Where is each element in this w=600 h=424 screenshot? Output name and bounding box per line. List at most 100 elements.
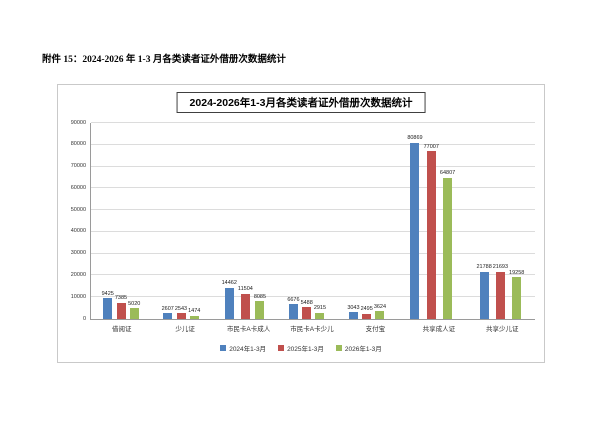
bar xyxy=(375,311,385,319)
y-tick-label: 40000 xyxy=(70,228,86,235)
bar-column: 6676 xyxy=(287,123,300,319)
bar xyxy=(240,293,250,319)
bar-group: 21788 21693 19258 xyxy=(476,123,525,319)
bar xyxy=(362,313,372,319)
bar-value-label: 9425 xyxy=(101,290,114,297)
bar-column: 21693 xyxy=(493,123,508,319)
legend-swatch xyxy=(220,345,227,351)
bar xyxy=(410,142,420,319)
legend-label: 2026年1-3月 xyxy=(344,346,382,353)
bar-column: 5020 xyxy=(128,123,140,319)
legend-item: 2025年1-3月 xyxy=(278,343,324,353)
chart-container: 2024-2026年1-3月各类读者证外借册次数据统计 0 10000 20000 3… xyxy=(57,84,545,363)
bar-value-label: 2607 xyxy=(161,305,174,312)
bar-value-label: 77007 xyxy=(423,143,439,150)
bar-column: 1474 xyxy=(188,123,200,319)
grid-line xyxy=(91,143,535,145)
bar-value-label: 3043 xyxy=(347,304,360,311)
grid-line xyxy=(91,165,535,167)
bar-value-label: 8085 xyxy=(253,293,267,300)
legend-label: 2025年1-3月 xyxy=(287,346,324,353)
bar-column: 7385 xyxy=(115,123,127,319)
bar-column: 2543 xyxy=(175,123,187,319)
bar-group: 6676 5488 2915 xyxy=(287,123,327,319)
chart-title: 2024-2026年1-3月各类读者证外借册次数据统计 xyxy=(176,92,426,113)
bar-value-label: 21693 xyxy=(492,264,509,271)
bar-value-label: 19258 xyxy=(509,269,525,276)
legend-item: 2026年1-3月 xyxy=(335,343,382,353)
bar xyxy=(479,271,489,319)
y-tick-label: 60000 xyxy=(70,184,86,191)
bar-group: 80869 77007 64807 xyxy=(407,123,456,319)
bar-value-label: 7385 xyxy=(114,295,128,302)
bar xyxy=(426,151,436,319)
bar-column: 8085 xyxy=(254,123,266,319)
bar xyxy=(443,177,453,319)
y-axis-labels: 0 10000 20000 30000 40000 50000 60000 70000 8000… xyxy=(60,119,88,322)
bar xyxy=(176,313,186,319)
category-label: 借阅证 xyxy=(111,326,132,333)
bar-group: 9425 7385 5020 xyxy=(101,123,141,319)
y-tick-label: 80000 xyxy=(70,141,86,148)
bar xyxy=(189,315,199,319)
bar-column: 21788 xyxy=(476,123,492,319)
bar-value-label: 6676 xyxy=(287,296,300,303)
category-label: 共享成人证 xyxy=(422,326,456,333)
bar xyxy=(288,304,298,319)
category-label: 市民卡A卡少儿 xyxy=(290,326,334,333)
bar-group: 2607 2543 1474 xyxy=(161,123,201,319)
bar-value-label: 2915 xyxy=(313,305,327,312)
bar-column: 9425 xyxy=(102,123,114,319)
legend-swatch xyxy=(335,345,342,351)
grid-line xyxy=(91,230,535,232)
y-tick-label: 10000 xyxy=(70,293,86,300)
x-axis-labels: 借阅证 少儿证 市民卡A卡成人 市民卡A卡少儿 支付宝 共享成人证 共享少儿证 xyxy=(90,321,534,333)
bar-column: 80869 xyxy=(407,123,423,319)
bar-value-label: 1474 xyxy=(188,308,201,315)
y-tick-label: 20000 xyxy=(70,271,86,278)
bar xyxy=(255,301,265,319)
bar xyxy=(512,277,522,319)
bar-value-label: 80869 xyxy=(407,135,423,142)
bar-value-label: 3624 xyxy=(373,303,387,310)
bar-value-label: 5488 xyxy=(300,299,313,306)
y-tick-label: 0 xyxy=(82,315,86,322)
grid-line xyxy=(91,274,535,276)
bar-value-label: 14462 xyxy=(221,280,237,287)
plot-area: 9425 7385 5020 2607 2543 1474 14462 11504 8085 66… xyxy=(90,122,535,320)
bar xyxy=(116,302,126,319)
legend-swatch xyxy=(278,345,285,351)
bar-value-label: 11504 xyxy=(237,286,253,293)
grid-line xyxy=(91,187,535,189)
bar xyxy=(163,313,173,319)
category-label: 少儿证 xyxy=(175,326,195,333)
category-label: 市民卡A卡成人 xyxy=(226,326,271,333)
bar xyxy=(103,298,113,319)
legend: 2024年1-3月 2025年1-3月 2026年1-3月 xyxy=(58,343,544,353)
bar-column: 3624 xyxy=(374,123,386,319)
bar-group: 3043 2495 3624 xyxy=(347,123,387,319)
bar-value-label: 2543 xyxy=(174,305,188,312)
legend-label: 2024年1-3月 xyxy=(229,346,267,353)
category-label: 支付宝 xyxy=(365,326,386,333)
legend-item: 2024年1-3月 xyxy=(220,343,266,353)
y-tick-label: 30000 xyxy=(70,249,86,256)
bar-column: 14462 xyxy=(222,123,237,319)
bar-column: 2495 xyxy=(361,123,373,319)
grid-line xyxy=(91,252,535,254)
grid-line xyxy=(91,122,535,123)
bar-column: 77007 xyxy=(424,123,439,319)
bar-column: 2915 xyxy=(314,123,326,319)
bar-column: 11504 xyxy=(238,123,253,319)
bar-value-label: 2495 xyxy=(360,306,373,313)
document-heading: 附件 15：2024-2026 年 1-3 月各类读者证外借册次数据统计 xyxy=(42,55,286,65)
bar xyxy=(315,312,325,319)
y-tick-label: 90000 xyxy=(70,119,86,126)
bar-column: 5488 xyxy=(301,123,313,319)
bar-group: 14462 11504 8085 xyxy=(221,123,266,319)
bar-value-label: 64807 xyxy=(439,170,456,177)
grid-line xyxy=(91,209,535,211)
bar-column: 3043 xyxy=(347,123,360,319)
y-tick-label: 50000 xyxy=(70,206,86,213)
bars-row: 9425 7385 5020 2607 2543 1474 14462 11504 8085 66… xyxy=(91,123,535,319)
